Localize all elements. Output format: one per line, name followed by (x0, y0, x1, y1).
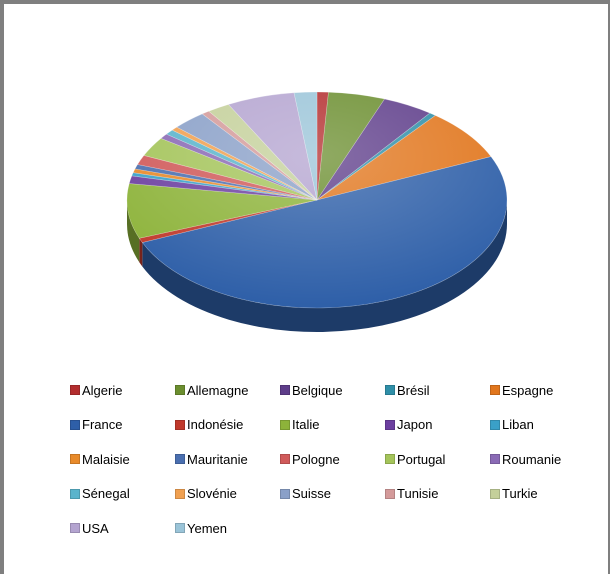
legend-item: Sénegal (70, 484, 130, 504)
legend-item: Mauritanie (175, 449, 248, 469)
legend-swatch (280, 488, 290, 499)
pie-sides (127, 200, 508, 333)
legend-swatch (385, 488, 395, 499)
legend-item: Tunisie (385, 484, 438, 504)
legend-item: Allemagne (175, 380, 248, 400)
legend-swatch (175, 385, 185, 395)
pie-side-indonésie (139, 238, 143, 267)
legend-label: Pologne (292, 451, 340, 467)
legend-label: Yemen (187, 520, 227, 536)
legend-label: France (82, 417, 123, 432)
legend-swatch (175, 488, 185, 499)
pie-gloss (127, 92, 507, 308)
legend-label: Algerie (82, 382, 123, 398)
legend-item: Indonésie (175, 415, 243, 435)
legend-item: Yemen (175, 518, 227, 538)
legend-item: Algerie (70, 380, 122, 400)
legend-label: Belgique (292, 382, 343, 398)
legend-item: Brésil (385, 380, 430, 400)
legend-label: Malaisie (82, 451, 130, 467)
legend-swatch (385, 419, 395, 430)
legend-swatch (385, 454, 395, 464)
legend-label: Tunisie (397, 486, 439, 501)
legend-label: Brésil (397, 382, 430, 398)
legend-label: Portugal (397, 451, 446, 467)
legend-item: Suisse (280, 484, 331, 504)
legend-swatch (70, 419, 80, 430)
legend-swatch (385, 385, 395, 395)
pie-side-france (142, 200, 508, 333)
legend-item: Belgique (280, 380, 343, 400)
legend-item: Roumanie (490, 449, 561, 469)
legend-item: USA (70, 518, 109, 538)
legend-swatch (490, 419, 500, 430)
legend-label: Sénegal (82, 486, 130, 501)
pie-side-italie (127, 200, 140, 263)
legend-label: Liban (502, 417, 534, 432)
legend-item: Turkie (490, 484, 538, 504)
legend-item: Pologne (280, 449, 340, 469)
legend-swatch (70, 454, 80, 464)
legend-item: Japon (385, 415, 432, 435)
pie-top (126, 91, 508, 309)
legend-label: Italie (292, 417, 320, 432)
legend-swatch (280, 419, 290, 430)
legend-swatch (490, 454, 500, 464)
legend-label: USA (82, 520, 109, 536)
legend-swatch (175, 523, 185, 533)
legend-swatch (175, 419, 185, 430)
legend-swatch (490, 488, 500, 499)
legend-item: Slovénie (175, 484, 237, 504)
legend-item: Malaisie (70, 449, 130, 469)
legend-item: Italie (280, 415, 319, 435)
legend-label: Japon (397, 417, 433, 432)
legend-item: France (70, 415, 122, 435)
legend-label: Roumanie (502, 451, 562, 467)
legend-item: Liban (490, 415, 534, 435)
legend-label: Allemagne (187, 382, 249, 398)
legend-label: Mauritanie (187, 451, 248, 467)
legend-swatch (280, 454, 290, 464)
legend-swatch (70, 385, 80, 395)
legend-swatch (175, 454, 185, 464)
legend-swatch (70, 488, 80, 499)
legend-item: Espagne (490, 380, 553, 400)
legend-label: Espagne (502, 382, 554, 398)
legend-swatch (490, 385, 500, 395)
legend-label: Slovénie (187, 486, 237, 501)
legend-label: Turkie (502, 486, 538, 501)
legend-swatch (280, 385, 290, 395)
legend-item: Portugal (385, 449, 445, 469)
legend-label: Suisse (292, 486, 332, 501)
legend-swatch (70, 523, 80, 533)
legend-label: Indonésie (187, 417, 244, 432)
